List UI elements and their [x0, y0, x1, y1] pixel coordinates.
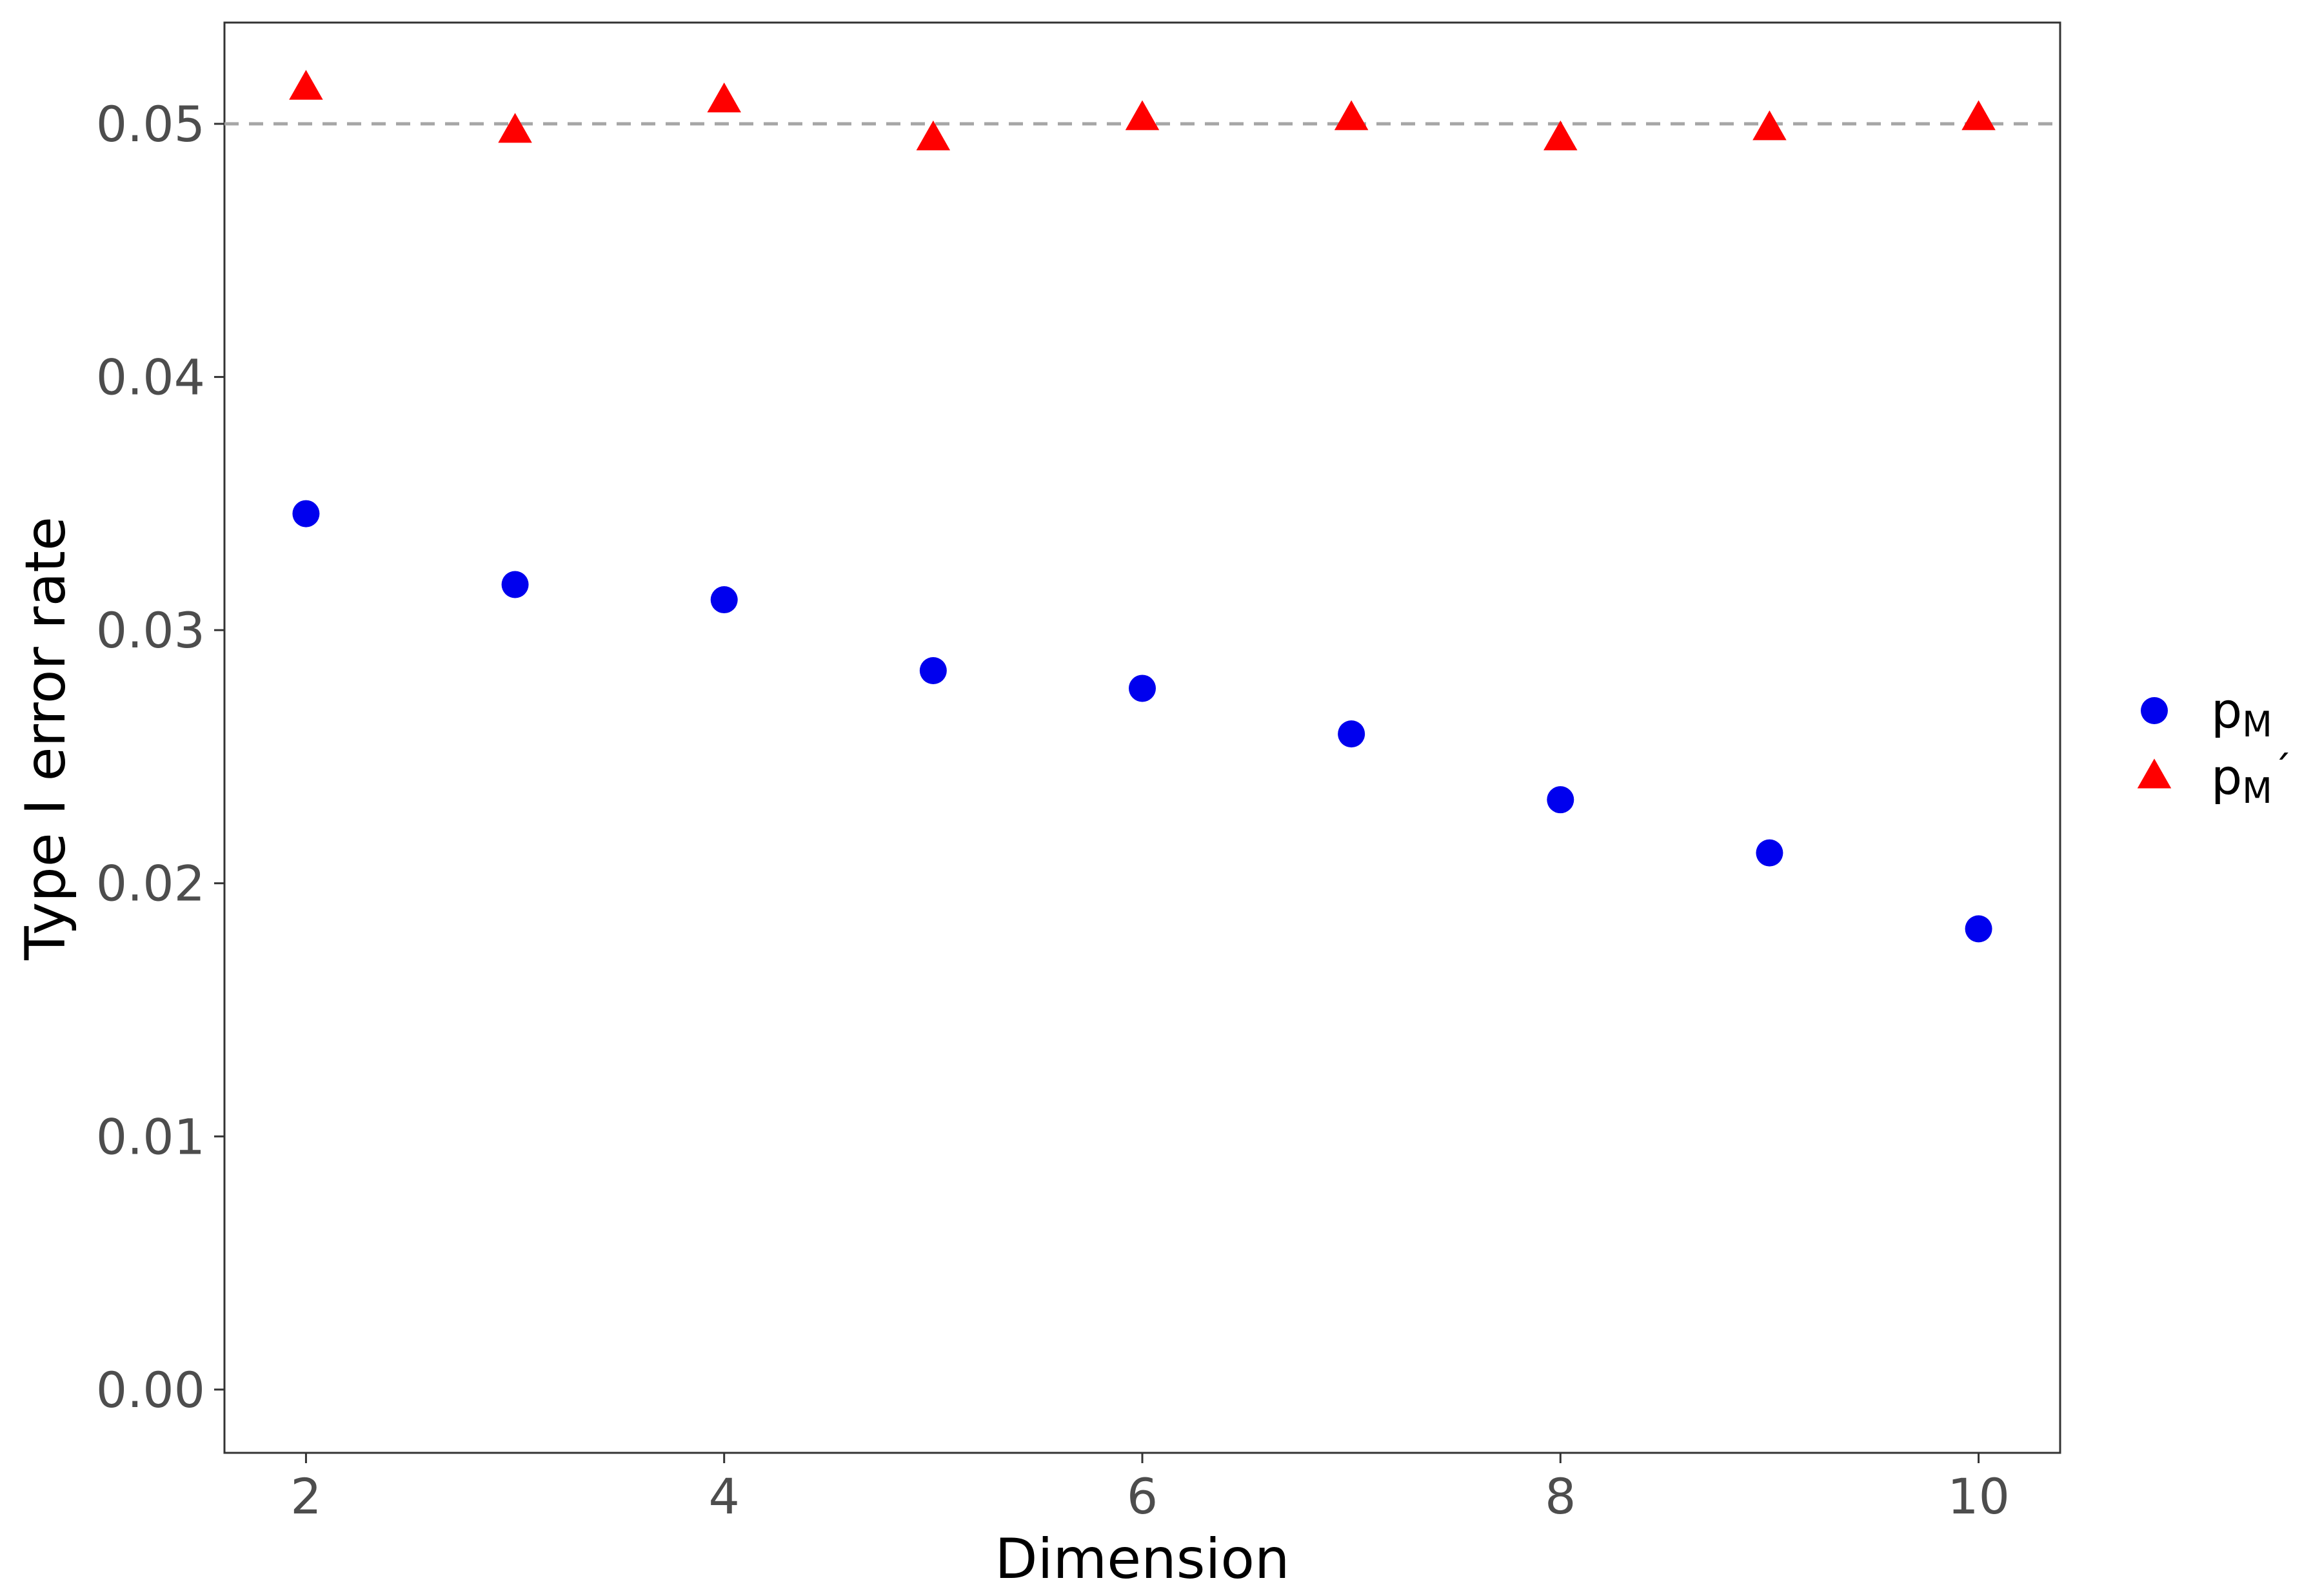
legend-key-circle: [2141, 697, 2168, 724]
x-tick-label: 8: [1545, 1468, 1576, 1525]
y-tick-label: 0.00: [96, 1361, 205, 1419]
legend-key-triangle: [2137, 758, 2172, 789]
data-point-circle: [1129, 675, 1156, 702]
x-axis-title: Dimension: [995, 1527, 1289, 1591]
y-axis-title: Type I error rate: [14, 517, 78, 961]
data-point-triangle: [289, 70, 323, 100]
data-point-triangle: [1752, 110, 1787, 141]
data-point-circle: [292, 500, 320, 527]
x-tick-label: 4: [709, 1468, 740, 1525]
data-point-triangle: [1334, 100, 1369, 130]
legend-label: pM: [2211, 682, 2272, 745]
data-point-circle: [501, 571, 529, 598]
data-point-circle: [919, 656, 947, 684]
data-point-circle: [1547, 786, 1574, 814]
data-point-circle: [710, 586, 738, 614]
x-tick-label: 2: [290, 1468, 321, 1525]
x-tick-label: 10: [1947, 1468, 2010, 1525]
data-point-triangle: [916, 120, 951, 151]
x-tick-label: 6: [1127, 1468, 1158, 1525]
y-tick-label: 0.05: [96, 95, 205, 153]
data-point-circle: [1965, 915, 1992, 943]
y-tick-label: 0.02: [96, 855, 205, 912]
y-tick-label: 0.03: [96, 602, 205, 659]
y-tick-label: 0.01: [96, 1108, 205, 1165]
data-point-triangle: [1543, 120, 1578, 151]
data-point-circle: [1338, 720, 1365, 748]
data-point-triangle: [707, 83, 741, 113]
data-point-triangle: [1125, 100, 1160, 130]
data-point-triangle: [498, 113, 532, 143]
legend-label: pM´: [2211, 748, 2292, 811]
y-tick-label: 0.04: [96, 349, 205, 406]
data-point-triangle: [1961, 100, 1996, 130]
panel-border: [223, 21, 2061, 1454]
data-point-circle: [1756, 839, 1783, 867]
